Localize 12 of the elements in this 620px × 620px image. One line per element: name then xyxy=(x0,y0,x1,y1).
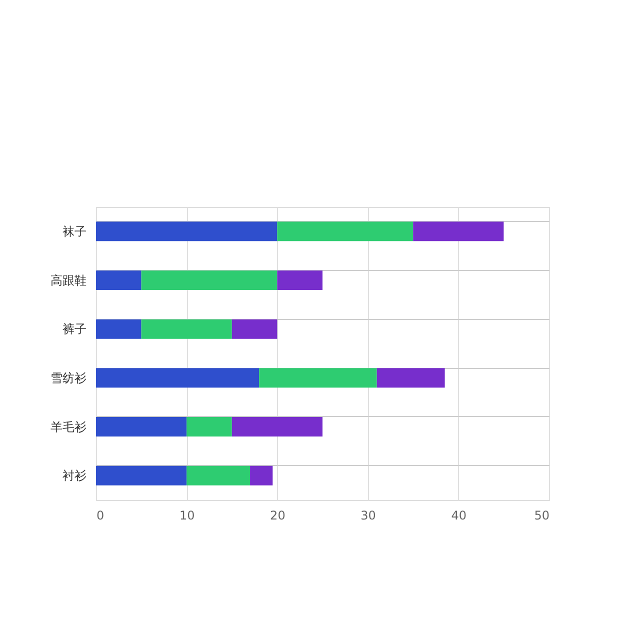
x-tick-label: 40 xyxy=(451,508,467,522)
y-tick-label: 衬衫 xyxy=(62,468,86,483)
y-tick-label: 袜子 xyxy=(62,224,86,238)
y-tick-label: 裤子 xyxy=(62,322,86,336)
y-tick-label: 羊毛衫 xyxy=(50,420,86,434)
x-tick-label: 0 xyxy=(96,508,104,522)
x-tick-label: 10 xyxy=(179,508,195,522)
y-tick-label: 雪纺衫 xyxy=(50,370,86,385)
x-tick-label: 20 xyxy=(270,508,286,522)
x-tick-label: 50 xyxy=(534,508,550,522)
x-tick-label: 30 xyxy=(360,508,376,522)
y-tick-label: 高跟鞋 xyxy=(50,273,86,288)
